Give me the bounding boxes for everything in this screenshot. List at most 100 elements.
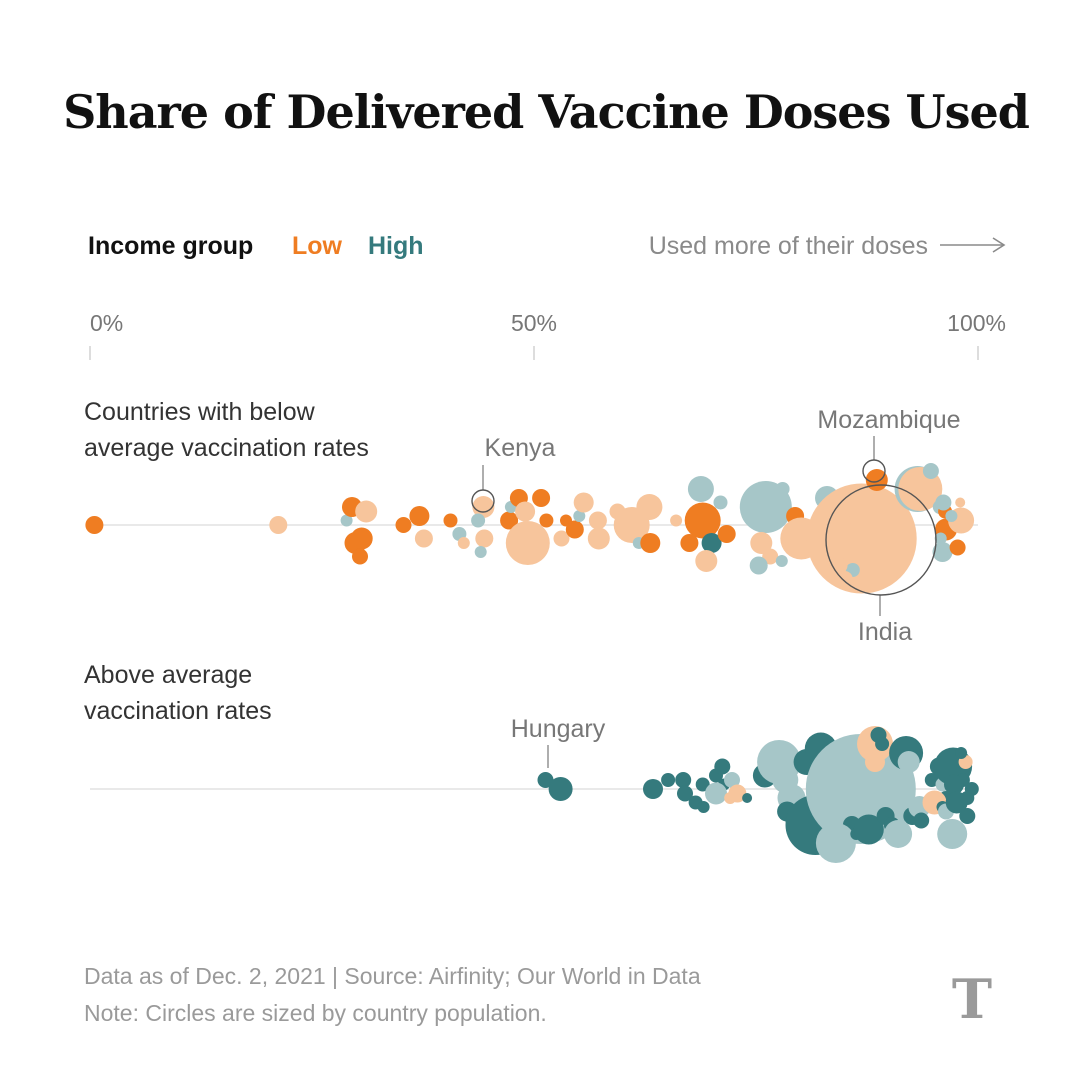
data-point-g0-48 bbox=[749, 556, 768, 575]
right-arrow-icon bbox=[940, 237, 1006, 253]
data-point-g1-8 bbox=[697, 801, 710, 813]
data-point-g0-30 bbox=[588, 511, 607, 530]
data-point-g0-31 bbox=[587, 527, 610, 550]
data-point-g0-2 bbox=[340, 514, 353, 527]
data-point-g0-0 bbox=[85, 516, 104, 534]
data-point-g1-13 bbox=[724, 772, 740, 788]
data-point-g1-4 bbox=[675, 772, 692, 788]
data-point-g1-62 bbox=[964, 782, 979, 796]
legend-low-label: Low bbox=[292, 232, 343, 260]
data-point-g0-49 bbox=[775, 482, 790, 496]
annotation-kenya-ring bbox=[471, 489, 495, 513]
legend-title: Income group bbox=[88, 232, 253, 260]
data-point-g0-58 bbox=[831, 557, 848, 574]
data-point-g0-9 bbox=[409, 506, 430, 526]
data-point-g0-42 bbox=[695, 550, 718, 572]
data-point-g0-56 bbox=[836, 513, 851, 528]
data-point-g0-73 bbox=[945, 510, 958, 522]
data-point-g0-10 bbox=[414, 529, 433, 548]
data-point-g1-1 bbox=[548, 777, 573, 801]
annotation-kenya: Kenya bbox=[485, 434, 556, 462]
direction-hint: Used more of their doses bbox=[649, 232, 928, 260]
data-point-g1-32 bbox=[815, 823, 856, 863]
annotation-india: India bbox=[858, 618, 912, 646]
data-point-g1-0 bbox=[537, 772, 554, 788]
data-point-g0-25 bbox=[553, 530, 570, 547]
data-point-g0-1 bbox=[269, 516, 288, 534]
data-point-g1-2 bbox=[643, 779, 663, 799]
data-point-g1-15 bbox=[724, 792, 737, 804]
data-point-g0-5 bbox=[355, 500, 378, 523]
data-point-g0-29 bbox=[573, 492, 594, 513]
data-point-g1-38 bbox=[865, 752, 885, 772]
nyt-logo-glyph: T bbox=[952, 967, 992, 1031]
nyt-logo-icon: T bbox=[946, 967, 998, 1031]
data-point-g0-21 bbox=[515, 501, 536, 522]
data-point-g0-43 bbox=[713, 495, 728, 510]
chart-title: Share of Delivered Vaccine Doses Used bbox=[63, 85, 1030, 139]
data-point-g0-38 bbox=[680, 534, 699, 552]
data-point-g0-18 bbox=[500, 511, 519, 530]
data-point-g0-40 bbox=[684, 502, 721, 539]
data-point-g0-52 bbox=[775, 555, 788, 567]
data-point-g0-6 bbox=[350, 527, 373, 550]
data-point-g1-47 bbox=[924, 773, 939, 787]
data-point-g0-7 bbox=[352, 548, 368, 565]
data-point-g1-40 bbox=[897, 751, 920, 773]
data-point-g0-27 bbox=[565, 520, 584, 539]
data-point-g0-59 bbox=[836, 571, 853, 587]
data-point-g1-5 bbox=[677, 785, 693, 802]
data-point-g0-63 bbox=[922, 463, 939, 479]
data-point-g0-37 bbox=[670, 514, 683, 527]
data-point-g1-12 bbox=[705, 782, 727, 805]
data-point-g1-59 bbox=[944, 774, 964, 795]
data-point-g0-47 bbox=[762, 548, 779, 565]
data-point-g0-36 bbox=[640, 533, 661, 553]
footer-note: Note: Circles are sized by country popul… bbox=[84, 1000, 547, 1026]
group-above-points bbox=[537, 726, 979, 863]
data-point-g0-67 bbox=[935, 494, 952, 511]
data-point-g0-22 bbox=[505, 521, 550, 565]
data-point-g0-23 bbox=[532, 489, 551, 507]
x-tick-label-50: 50% bbox=[511, 310, 557, 336]
group-label-below-line2: average vaccination rates bbox=[84, 434, 369, 462]
data-point-g0-35 bbox=[636, 494, 663, 520]
data-point-g0-11 bbox=[443, 513, 458, 528]
group-label-below-line1: Countries with below bbox=[84, 398, 316, 426]
data-point-g1-7 bbox=[695, 777, 710, 792]
data-point-g1-46 bbox=[913, 812, 930, 829]
data-point-g0-17 bbox=[474, 546, 487, 558]
annotations: Kenya Mozambique India Hungary bbox=[471, 406, 961, 768]
data-point-g1-63 bbox=[959, 808, 976, 824]
x-tick-label-100: 100% bbox=[947, 310, 1006, 336]
data-point-g0-8 bbox=[395, 517, 412, 533]
group-below-points bbox=[85, 463, 975, 594]
data-point-g0-24 bbox=[539, 513, 554, 528]
data-point-g0-74 bbox=[955, 497, 966, 508]
annotation-mozambique: Mozambique bbox=[817, 406, 960, 434]
footer-source: Data as of Dec. 2, 2021 | Source: Airfin… bbox=[84, 963, 701, 989]
group-label-above-line2: vaccination rates bbox=[84, 697, 272, 725]
data-point-g1-37 bbox=[875, 737, 890, 751]
data-point-g0-28 bbox=[573, 510, 586, 522]
legend-high-label: High bbox=[368, 232, 424, 260]
data-point-g0-13 bbox=[457, 537, 470, 549]
data-point-g0-72 bbox=[949, 539, 966, 556]
data-point-g0-15 bbox=[471, 513, 486, 528]
data-point-g0-46 bbox=[750, 532, 773, 554]
annotation-india-ring bbox=[825, 484, 937, 596]
data-point-g0-70 bbox=[932, 542, 953, 562]
data-point-g1-34 bbox=[853, 814, 884, 845]
annotation-hungary: Hungary bbox=[511, 715, 606, 743]
data-point-g0-44 bbox=[717, 525, 736, 543]
data-point-g0-39 bbox=[687, 476, 714, 502]
data-point-g1-10 bbox=[714, 758, 731, 775]
data-point-g0-69 bbox=[934, 532, 947, 545]
data-point-g0-16 bbox=[475, 529, 494, 548]
group-label-above-line1: Above average bbox=[84, 661, 252, 689]
data-point-g1-3 bbox=[661, 773, 676, 787]
data-point-g0-41 bbox=[701, 533, 722, 553]
data-point-g1-16 bbox=[742, 793, 753, 803]
data-point-g0-14 bbox=[472, 496, 495, 518]
